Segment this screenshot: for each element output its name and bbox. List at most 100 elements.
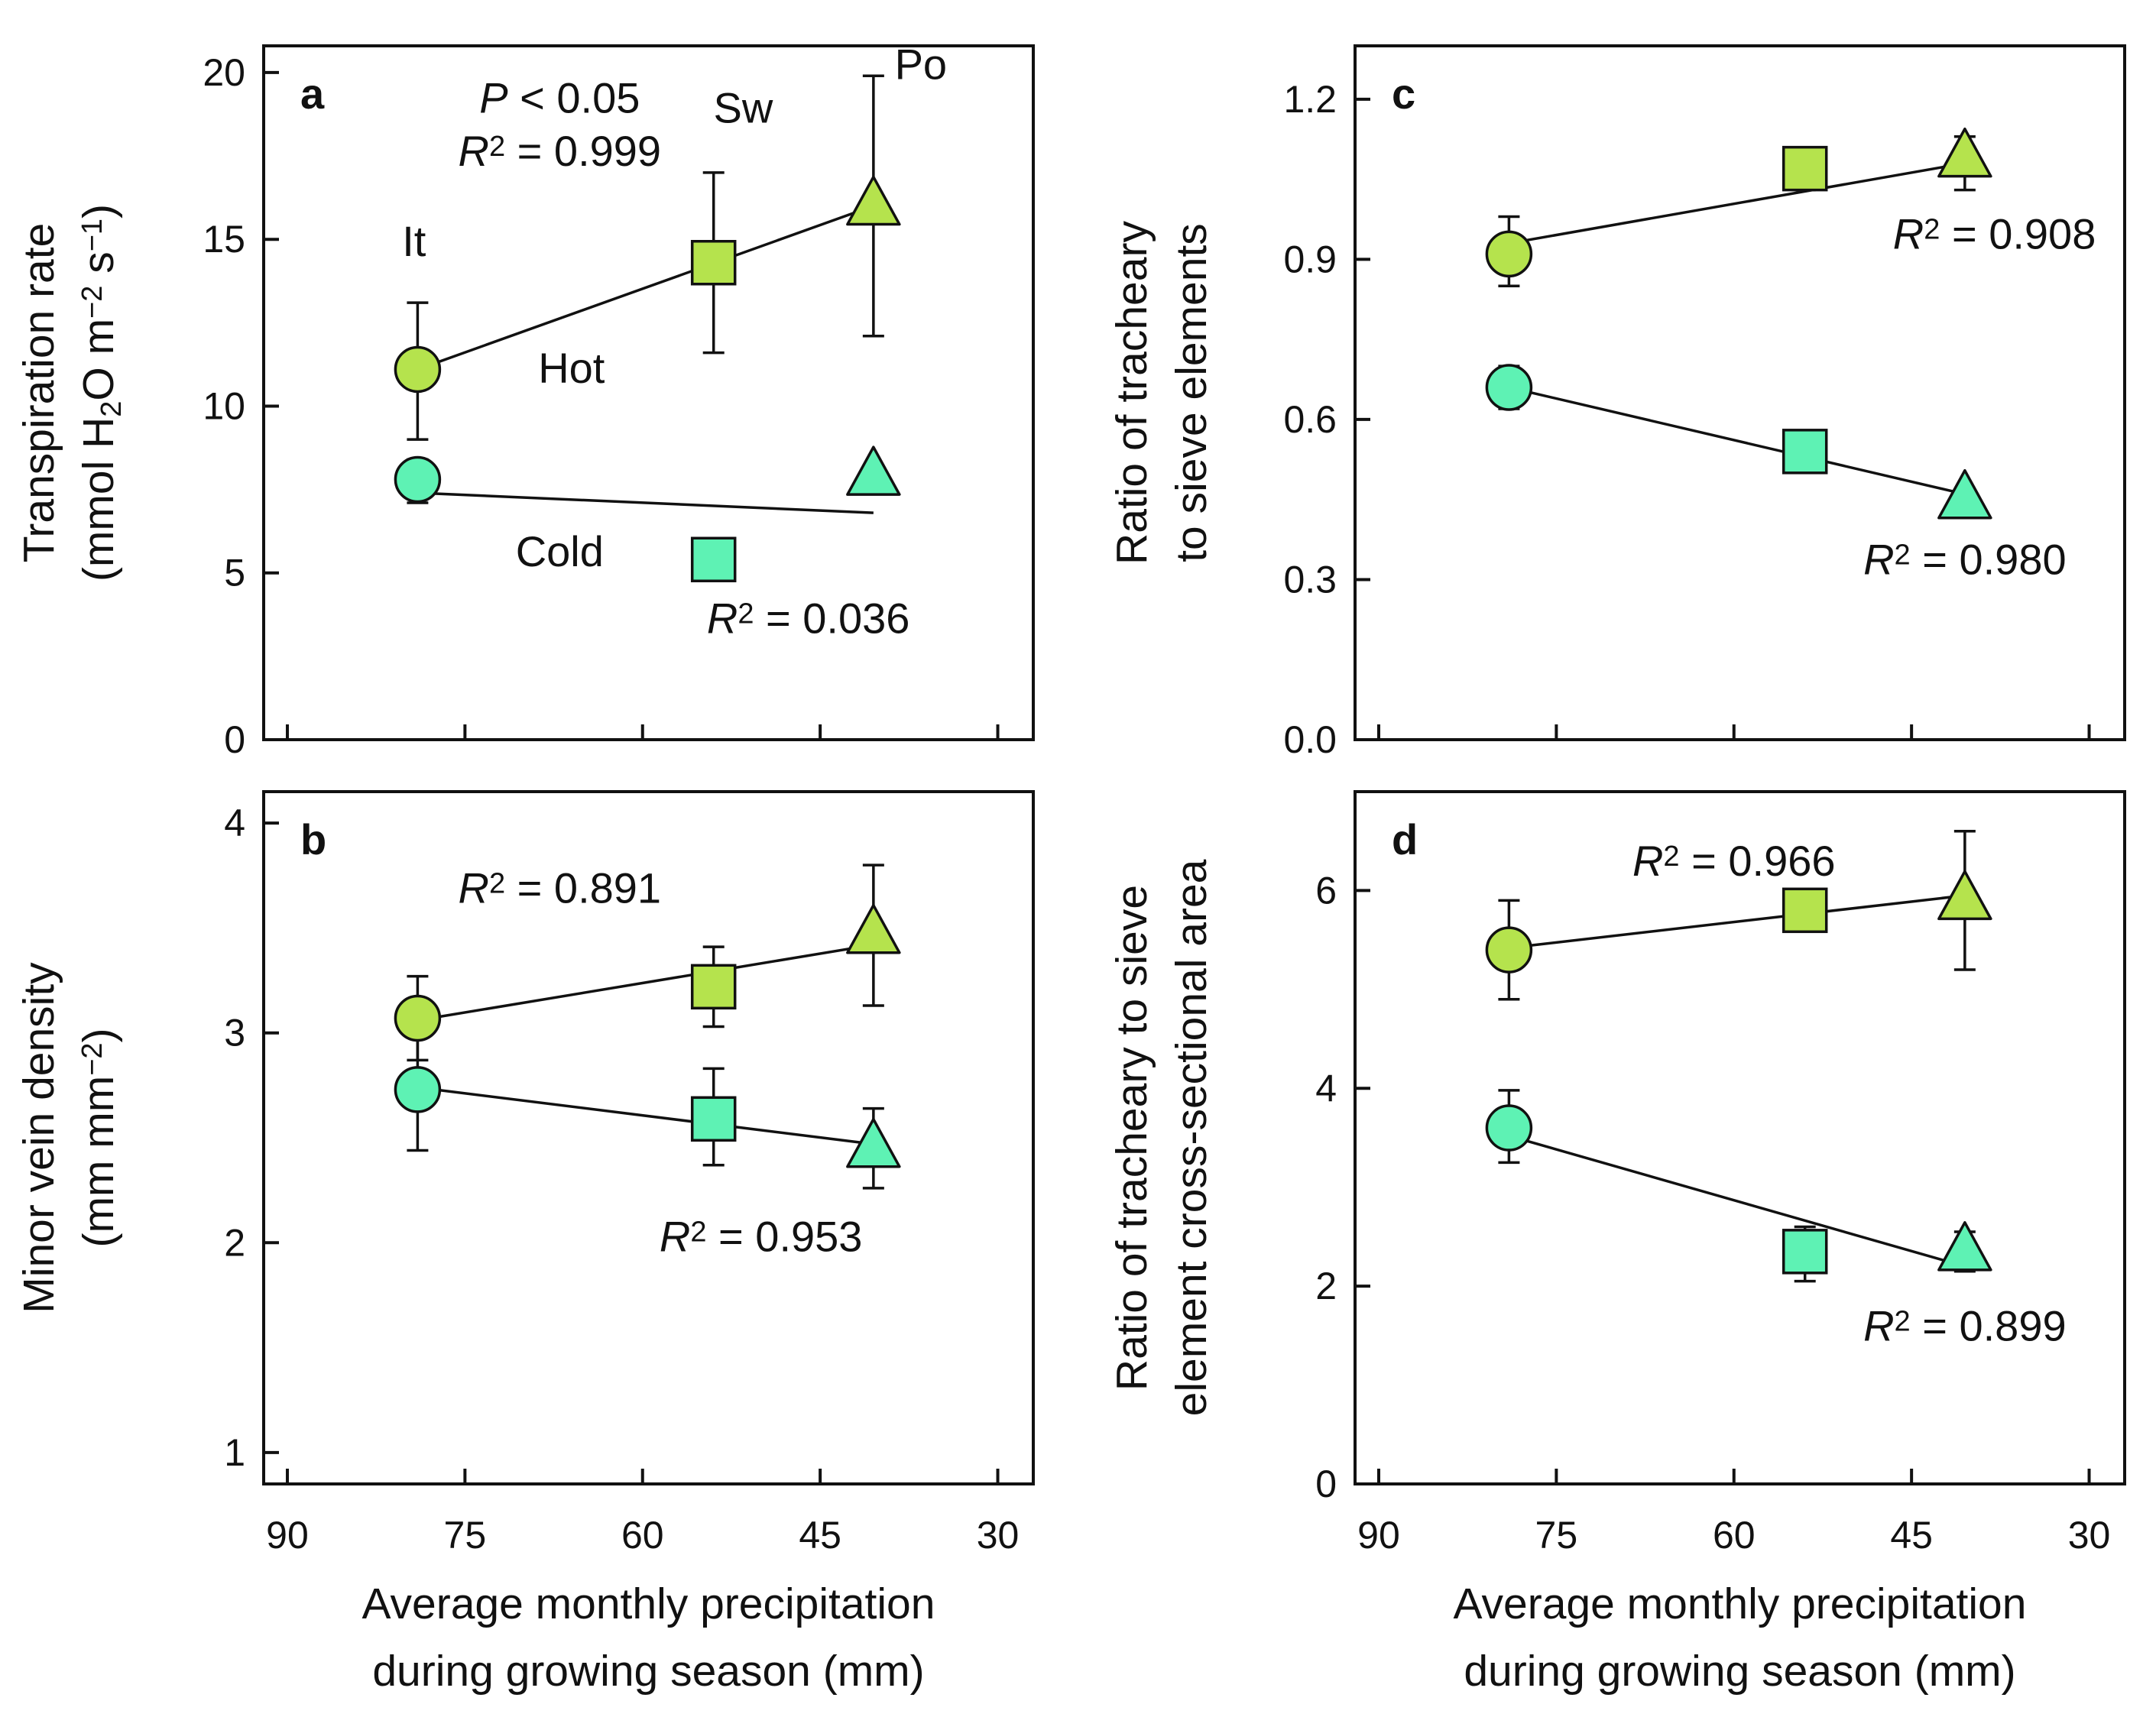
stat-annotation: R2 = 0.036 [707,594,910,642]
y-tick-label: 0 [1315,1463,1337,1505]
data-point-cold-square [1782,429,1828,475]
data-point-hot-square [690,964,737,1010]
x-tick-label: 30 [977,1514,1020,1557]
y-tick-label: 20 [203,51,245,94]
fit-line-cold [1508,1134,1966,1268]
label-text: O m [74,319,123,401]
stat-superscript: 2 [1924,213,1940,245]
y-tick-label: 0 [224,718,245,761]
stat-value: = 0.891 [505,864,661,912]
data-point-hot-circle [1485,926,1533,974]
y-axis-label: Ratio of tracheary to sieve elements [1107,221,1216,565]
stat-annotation: R2 = 0.899 [1863,1301,2067,1349]
stat-superscript: 2 [1663,841,1679,873]
group-label: Hot [538,344,605,392]
data-point-cold-circle [1485,1104,1533,1152]
stat-annotation: R2 = 0.980 [1863,535,2067,583]
fit-line-hot [417,943,874,1022]
x-axis-label: during growing season (mm) [372,1647,924,1696]
stat-superscript: 2 [738,598,754,630]
y-tick-label: 4 [1315,1067,1337,1110]
stat-value: = 0.966 [1680,837,1836,885]
data-point-hot-square [1782,887,1828,934]
site-label: Sw [714,83,773,131]
site-label: Po [895,40,948,89]
fit-line-hot [417,204,874,371]
data-point-hot-triangle [846,175,901,226]
x-tick-label: 75 [1535,1514,1578,1557]
x-axis-label: during growing season (mm) [1464,1647,2015,1696]
panel-letter: c [1392,70,1415,118]
y-axis-label-line1: Transpiration rate [15,223,63,563]
plot-frame [262,44,1035,741]
data-point-cold-triangle [1937,1221,1992,1272]
x-tick-label: 60 [621,1514,664,1557]
x-tick-label: 90 [1357,1514,1400,1557]
data-point-cold-circle [394,455,442,504]
data-point-hot-circle [394,994,442,1042]
y-tick-label: 1.2 [1283,78,1337,121]
stat-symbol: R [1632,837,1663,885]
data-point-cold-square [1782,1229,1828,1275]
x-tick-label: 45 [1890,1514,1933,1557]
label-superscript: −2 [76,1042,109,1075]
data-point-cold-circle [394,1066,442,1113]
stat-value: = 0.036 [754,594,909,642]
label-text: s [74,251,123,285]
stat-value: = 0.908 [1940,209,2096,258]
data-point-hot-square [1782,145,1828,192]
panel-c: 0.0 0.3 0.6 0.9 1.2 Ratio of tracheary to siev… [1107,44,2126,761]
y-axis-label: Ratio of tracheary to sieve element cross… [1107,859,1216,1416]
y-tick-label: 2 [224,1221,245,1264]
y-axis-label-line2: to sieve elements [1167,223,1216,562]
label-text: ) [74,204,123,219]
panel-b: 1 2 3 4 90 75 60 45 30 Average monthly precipitat… [15,790,1035,1696]
label-text: ) [74,1028,123,1042]
y-tick-label: 1 [224,1431,245,1474]
stat-superscript: 2 [489,867,505,899]
data-point-hot-circle [394,345,442,394]
stat-symbol: R [1863,1301,1894,1349]
stat-symbol: P [479,73,507,121]
fit-line-hot [1509,894,1966,950]
y-axis-label-line2: element cross-sectional area [1167,859,1216,1416]
stat-superscript: 2 [690,1216,706,1248]
stat-value: = 0.899 [1911,1301,2067,1349]
data-point-cold-triangle [846,445,901,496]
x-tick-label: 60 [1713,1514,1756,1557]
y-tick-label: 0.3 [1283,558,1337,601]
stat-symbol: R [459,127,489,175]
y-tick-label: 10 [203,384,245,427]
y-axis-label-line2: (mm mm−2) [74,1028,123,1247]
panel-d: 0 2 4 6 90 75 60 45 30 Average monthly precipitat… [1107,790,2126,1696]
stat-annotation: R2 = 0.953 [660,1212,863,1260]
label-subscript: 2 [96,401,128,417]
fit-line-hot [1509,161,1966,245]
y-axis-label-line1: Ratio of tracheary to sieve [1107,885,1156,1391]
y-tick-label: 0.6 [1283,398,1337,441]
panel-letter: d [1392,815,1418,863]
stat-annotation: R2 = 0.908 [1893,209,2096,258]
y-axis-label: Minor vein density (mm mm−2) [15,962,123,1314]
data-point-hot-triangle [1937,870,1992,921]
data-point-cold-square [690,536,737,583]
y-axis-label-line1: Ratio of tracheary [1107,221,1156,565]
x-tick-label: 45 [799,1514,841,1557]
x-tick-label: 30 [2068,1514,2111,1557]
y-tick-label: 6 [1315,869,1337,912]
stat-value: = 0.953 [706,1212,862,1260]
data-point-cold-circle [1485,364,1533,411]
group-label: Cold [516,527,604,575]
fit-line-cold [1509,386,1966,496]
data-point-hot-square [690,240,737,286]
y-tick-label: 2 [1315,1265,1337,1307]
stat-symbol: R [1893,209,1924,258]
stat-annotation: R2 = 0.999 [459,127,662,175]
stat-annotation: P < 0.05 [479,73,640,121]
stat-symbol: R [459,864,489,912]
plot-frame [1354,44,2126,741]
data-point-hot-circle [1485,230,1533,278]
stat-superscript: 2 [1895,1305,1911,1337]
stat-value: = 0.999 [505,127,661,175]
